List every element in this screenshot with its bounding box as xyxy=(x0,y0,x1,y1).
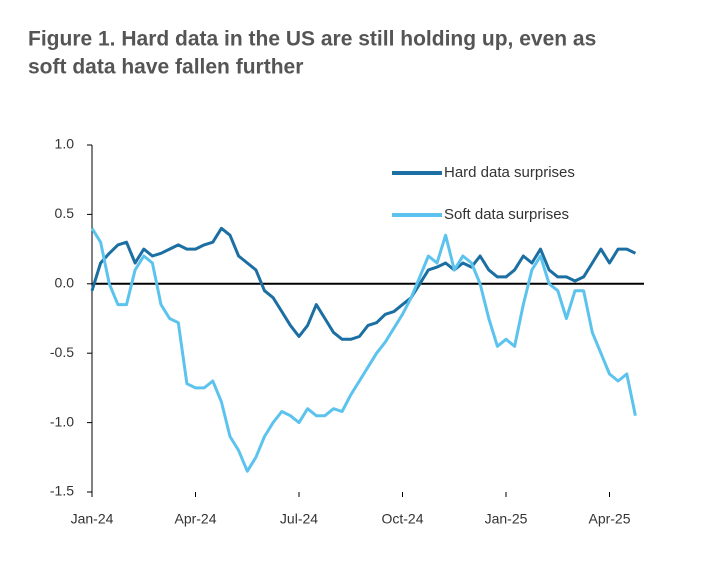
x-tick-label: Oct-24 xyxy=(381,511,423,527)
y-tick-label: -1.5 xyxy=(50,483,74,499)
y-tick-label: -0.5 xyxy=(50,344,74,360)
chart-title: soft data have fallen further xyxy=(28,56,303,79)
y-tick-label: 0.5 xyxy=(55,205,75,221)
y-tick-label: 0.0 xyxy=(55,275,75,291)
x-tick-label: Jan-24 xyxy=(71,511,114,527)
series-line xyxy=(90,227,637,473)
y-tick-label: -1.0 xyxy=(50,413,74,429)
chart-title: Figure 1. Hard data in the US are still … xyxy=(28,28,596,51)
x-tick-label: Apr-25 xyxy=(588,511,630,527)
x-tick-label: Jan-25 xyxy=(485,511,528,527)
x-tick-label: Apr-24 xyxy=(174,511,216,527)
series-line xyxy=(90,226,637,341)
legend-label: Hard data surprises xyxy=(444,164,575,181)
x-tick-label: Jul-24 xyxy=(280,511,318,527)
legend-label: Soft data surprises xyxy=(444,206,569,223)
y-tick-label: 1.0 xyxy=(55,136,75,152)
